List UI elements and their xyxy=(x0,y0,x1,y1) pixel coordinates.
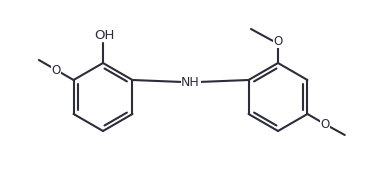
Text: O: O xyxy=(273,34,283,47)
Text: OH: OH xyxy=(94,28,114,42)
Text: O: O xyxy=(320,117,329,131)
Text: NH: NH xyxy=(181,76,200,88)
Text: O: O xyxy=(51,64,61,76)
